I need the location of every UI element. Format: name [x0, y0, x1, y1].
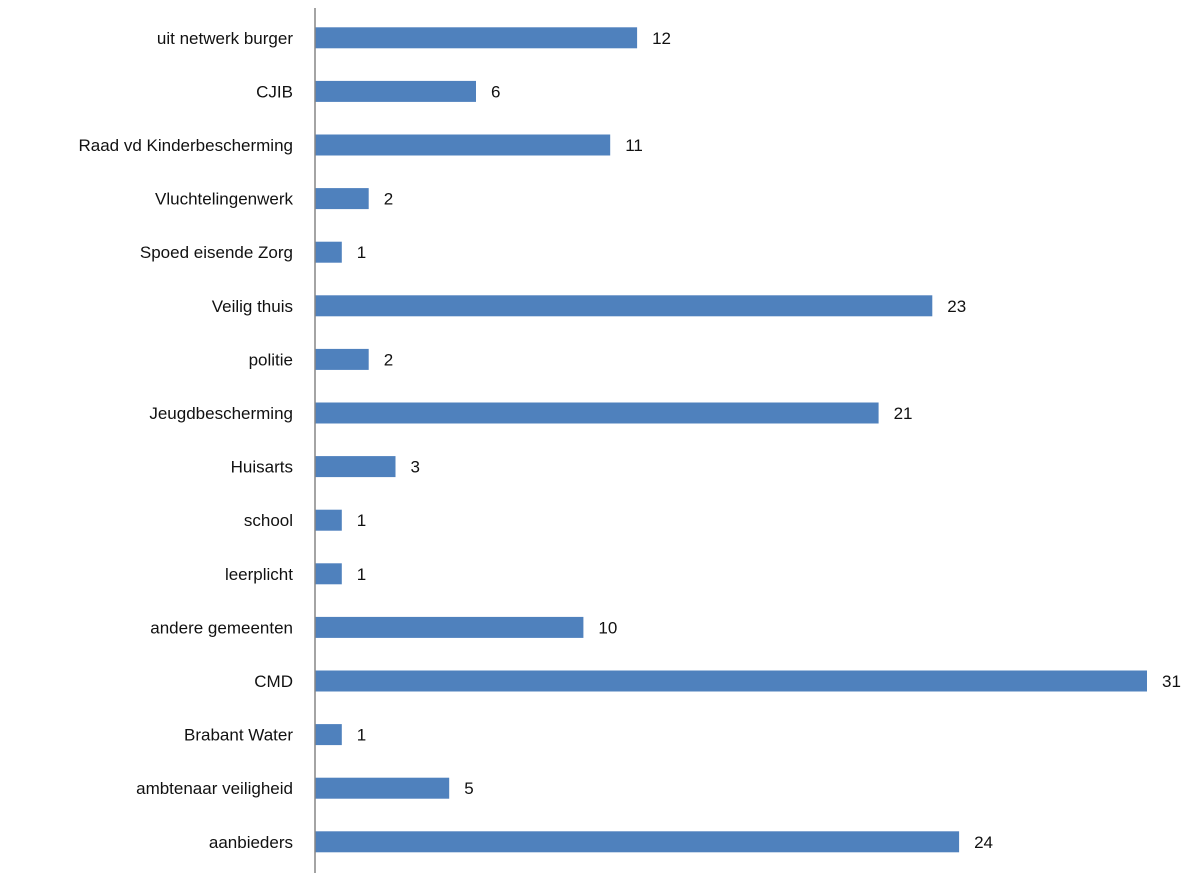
- bar-2: [315, 134, 611, 156]
- value-label-3: 2: [384, 190, 393, 209]
- bar-3: [315, 188, 369, 210]
- value-label-11: 10: [598, 618, 617, 637]
- bar-1: [315, 80, 476, 102]
- bar-15: [315, 831, 960, 853]
- value-label-4: 1: [357, 243, 366, 262]
- category-label-14: ambtenaar veiligheid: [136, 779, 293, 798]
- bar-12: [315, 670, 1147, 692]
- bar-7: [315, 402, 879, 424]
- value-label-13: 1: [357, 726, 366, 745]
- value-label-0: 12: [652, 29, 671, 48]
- category-label-2: Raad vd Kinderbescherming: [78, 136, 293, 155]
- category-label-6: politie: [249, 350, 293, 369]
- category-label-4: Spoed eisende Zorg: [140, 243, 293, 262]
- category-label-13: Brabant Water: [184, 726, 293, 745]
- category-label-7: Jeugdbescherming: [149, 404, 293, 423]
- category-label-9: school: [244, 511, 293, 530]
- category-label-10: leerplicht: [225, 565, 293, 584]
- category-labels-group: uit netwerk burger CJIB Raad vd Kinderbesc…: [78, 29, 293, 852]
- bar-10: [315, 563, 342, 585]
- category-label-1: CJIB: [256, 82, 293, 101]
- bar-4: [315, 241, 342, 263]
- category-label-11: andere gemeenten: [150, 618, 293, 637]
- category-label-12: CMD: [254, 672, 293, 691]
- category-label-15: aanbieders: [209, 833, 293, 852]
- bar-6: [315, 348, 369, 370]
- value-label-8: 3: [411, 458, 420, 477]
- bar-0: [315, 27, 638, 49]
- value-label-10: 1: [357, 565, 366, 584]
- category-label-0: uit netwerk burger: [157, 29, 293, 48]
- value-label-2: 11: [625, 136, 643, 155]
- value-label-12: 31: [1162, 672, 1181, 691]
- category-label-3: Vluchtelingenwerk: [155, 190, 293, 209]
- value-label-7: 21: [894, 404, 913, 423]
- bar-8: [315, 456, 396, 478]
- category-label-8: Huisarts: [231, 458, 293, 477]
- value-label-9: 1: [357, 511, 366, 530]
- bar-9: [315, 509, 342, 531]
- bar-5: [315, 295, 933, 317]
- category-label-5: Veilig thuis: [212, 297, 293, 316]
- bar-11: [315, 616, 584, 638]
- bar-14: [315, 777, 450, 799]
- value-label-14: 5: [464, 779, 473, 798]
- bar-13: [315, 724, 342, 746]
- value-label-15: 24: [974, 833, 993, 852]
- value-label-1: 6: [491, 82, 500, 101]
- value-label-5: 23: [947, 297, 966, 316]
- bars-group: [315, 27, 1147, 853]
- value-label-6: 2: [384, 350, 393, 369]
